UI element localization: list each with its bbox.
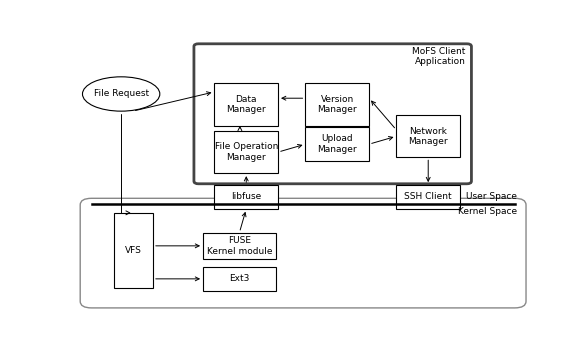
FancyBboxPatch shape bbox=[80, 198, 526, 308]
FancyBboxPatch shape bbox=[203, 233, 276, 259]
Text: FUSE
Kernel module: FUSE Kernel module bbox=[207, 236, 272, 256]
FancyBboxPatch shape bbox=[114, 213, 153, 288]
FancyBboxPatch shape bbox=[214, 185, 278, 209]
Text: VFS: VFS bbox=[125, 246, 142, 255]
Text: libfuse: libfuse bbox=[231, 192, 261, 201]
Text: Data
Manager: Data Manager bbox=[227, 95, 266, 114]
Text: User Space: User Space bbox=[466, 192, 517, 201]
FancyBboxPatch shape bbox=[214, 83, 278, 126]
Text: File Operation
Manager: File Operation Manager bbox=[215, 142, 278, 162]
Text: Network
Manager: Network Manager bbox=[409, 127, 448, 146]
Text: Upload
Manager: Upload Manager bbox=[318, 134, 357, 154]
Text: Kernel Space: Kernel Space bbox=[458, 207, 517, 216]
FancyBboxPatch shape bbox=[396, 115, 460, 157]
FancyBboxPatch shape bbox=[305, 83, 369, 126]
Text: SSH Client: SSH Client bbox=[404, 192, 452, 201]
FancyBboxPatch shape bbox=[305, 127, 369, 161]
Text: File Request: File Request bbox=[93, 90, 149, 98]
FancyBboxPatch shape bbox=[214, 131, 278, 173]
FancyBboxPatch shape bbox=[194, 44, 471, 184]
FancyBboxPatch shape bbox=[203, 267, 276, 291]
FancyBboxPatch shape bbox=[396, 185, 460, 209]
Text: Version
Manager: Version Manager bbox=[318, 95, 357, 114]
Text: MoFS Client
Application: MoFS Client Application bbox=[412, 47, 465, 66]
Text: Ext3: Ext3 bbox=[230, 274, 249, 283]
Ellipse shape bbox=[82, 77, 160, 111]
